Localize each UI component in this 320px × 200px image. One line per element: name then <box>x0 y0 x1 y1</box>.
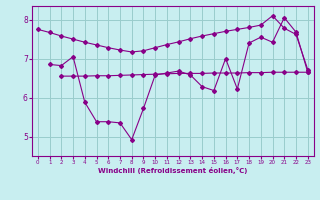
X-axis label: Windchill (Refroidissement éolien,°C): Windchill (Refroidissement éolien,°C) <box>98 167 247 174</box>
